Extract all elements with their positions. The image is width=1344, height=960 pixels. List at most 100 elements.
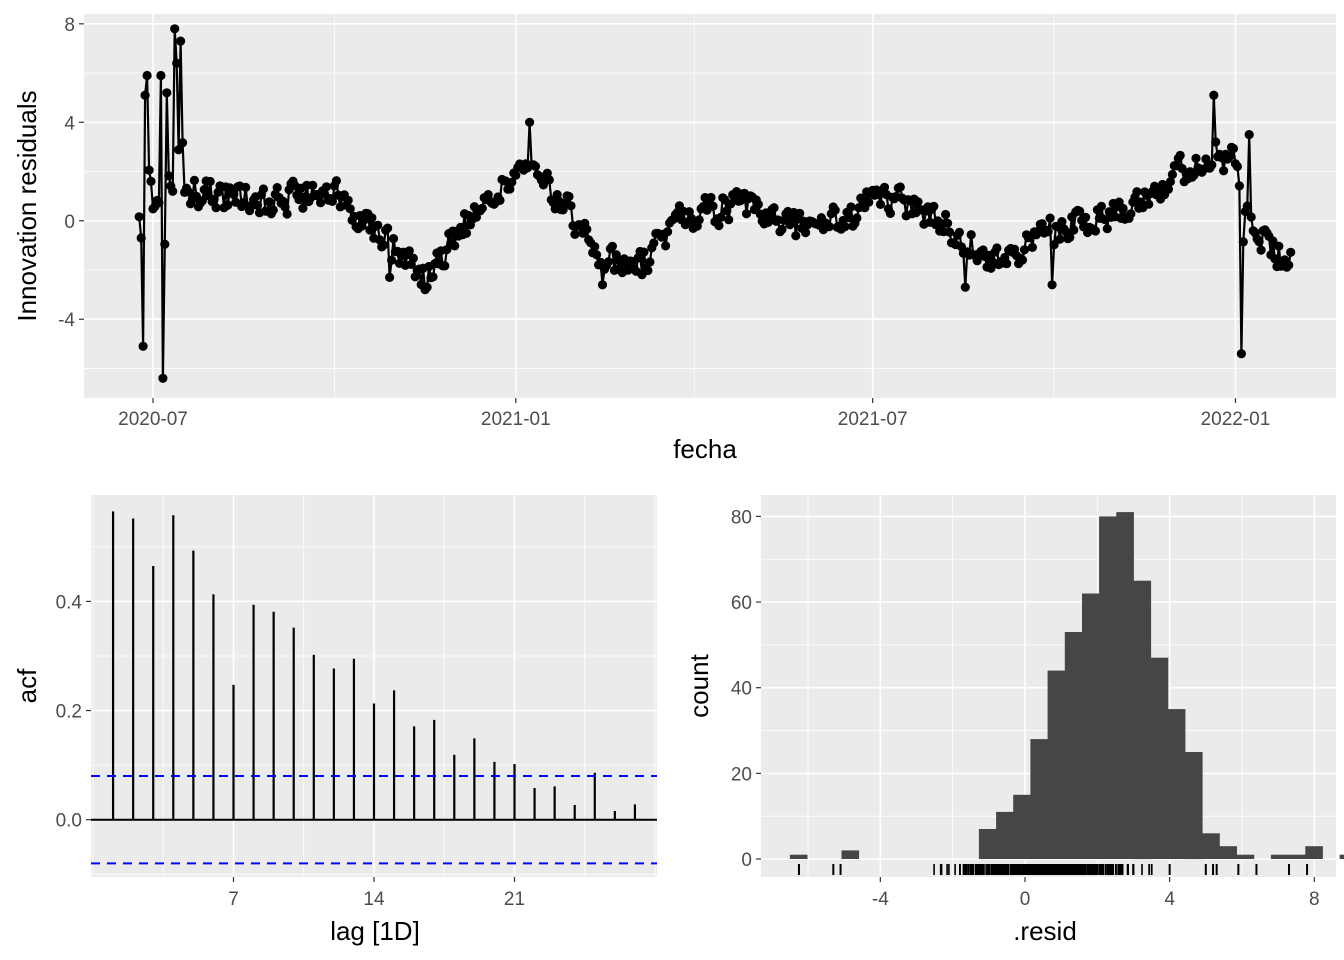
histogram-x-tick-label: -4 [872, 889, 889, 910]
residual-point [570, 229, 580, 239]
histogram-x-axis: -4 0 4 8 [872, 877, 1320, 910]
residual-point [708, 201, 718, 211]
residual-point [724, 215, 734, 225]
residual-point [383, 223, 393, 233]
residual-point [1246, 212, 1256, 222]
residual-point [156, 70, 166, 81]
residuals-y-tick-label: 8 [64, 15, 75, 36]
residual-point [1002, 259, 1012, 269]
residual-point [385, 272, 395, 282]
residual-point [1207, 160, 1217, 170]
residual-point [1175, 150, 1185, 160]
residual-point [134, 212, 144, 222]
histogram-bar [1288, 854, 1306, 859]
histogram-bars [789, 512, 1344, 860]
histogram-bar [1219, 846, 1237, 859]
residual-point [791, 231, 801, 241]
residual-point [1209, 90, 1219, 100]
acf-x-axis: 7 14 21 [228, 877, 525, 910]
residual-point [327, 196, 337, 206]
residual-point [639, 247, 649, 257]
residual-point [913, 197, 923, 207]
residual-point [1102, 224, 1112, 234]
histogram-bar [1185, 752, 1203, 860]
histogram-y-tick-label: 80 [731, 507, 752, 528]
residual-point [1017, 255, 1028, 265]
acf-x-tick-label: 21 [504, 889, 525, 910]
residual-point [1268, 236, 1278, 246]
residual-point [142, 70, 152, 81]
residual-point [388, 234, 399, 244]
residuals-x-tick-label: 2021-07 [838, 409, 908, 430]
residual-point [649, 238, 659, 248]
residual-point [176, 36, 186, 46]
residual-point [461, 228, 472, 238]
residuals-x-tick-label: 2021-01 [481, 409, 551, 430]
histogram-panel: 0 20 40 60 80 -4 0 4 8 .resid count [684, 495, 1344, 946]
residual-point [1224, 151, 1235, 162]
residual-point [331, 176, 341, 186]
residuals-gridlines [84, 14, 1336, 398]
residual-point [582, 224, 592, 234]
histogram-y-tick-label: 20 [731, 764, 752, 785]
residual-point [1242, 201, 1252, 211]
acf-x-tick-label: 14 [363, 889, 385, 910]
residual-point [694, 215, 704, 225]
residual-point [252, 200, 263, 210]
residuals-y-axis: -4 0 4 8 [58, 15, 84, 331]
residual-point [943, 218, 953, 228]
residual-point [205, 176, 215, 187]
histogram-y-tick-label: 0 [741, 850, 752, 871]
histogram-x-tick-label: 8 [1309, 889, 1320, 910]
residuals-y-tick-label: 0 [64, 212, 75, 233]
residual-point [1284, 260, 1294, 270]
residual-point [197, 196, 207, 206]
residual-point [1232, 161, 1242, 172]
residual-point [1045, 213, 1055, 223]
residual-point [168, 186, 178, 196]
residual-point [223, 200, 233, 210]
residual-point [146, 176, 156, 186]
residual-point [138, 341, 148, 351]
residual-point [264, 197, 274, 207]
histogram-rug [797, 864, 1309, 876]
residual-point [1234, 181, 1244, 191]
residual-point [722, 206, 732, 216]
histogram-bar [1013, 794, 1031, 859]
histogram-x-tick-label: 0 [1020, 889, 1031, 910]
histogram-bar [1167, 709, 1186, 859]
residual-point [663, 227, 673, 237]
residual-point [830, 205, 840, 215]
residual-point [209, 194, 219, 204]
residual-point [477, 203, 487, 213]
residuals-x-tick-label: 2020-07 [118, 409, 188, 430]
residual-point [1191, 153, 1201, 163]
residual-point [1163, 184, 1173, 194]
histogram-bar [789, 854, 808, 859]
residual-point [298, 203, 308, 213]
residual-point [954, 227, 965, 237]
residual-point [172, 58, 182, 68]
residual-point [603, 257, 614, 267]
residual-point [777, 224, 787, 234]
residual-point [714, 221, 724, 231]
residual-point [136, 233, 146, 243]
residuals-series [134, 24, 1296, 383]
histogram-bar [1047, 670, 1066, 859]
residual-point [308, 180, 318, 190]
residual-point [1043, 227, 1053, 237]
residual-point [661, 241, 671, 251]
residual-point [160, 239, 170, 249]
residual-point [1238, 237, 1248, 247]
residual-point [597, 280, 608, 290]
residual-point [189, 175, 199, 185]
residual-point [726, 199, 736, 209]
histogram-bar [1270, 854, 1289, 859]
acf-y-tick-label: 0.4 [56, 592, 83, 613]
residual-point [1270, 254, 1280, 264]
residual-point [178, 138, 188, 148]
residual-point [1057, 217, 1067, 227]
residual-point [879, 182, 890, 192]
residual-point [162, 88, 172, 98]
